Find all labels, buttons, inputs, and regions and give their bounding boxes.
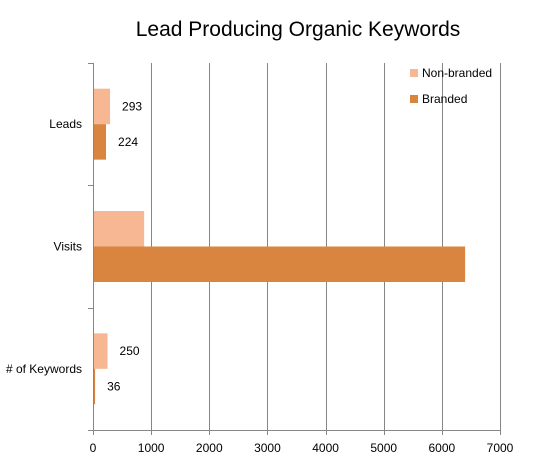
bar (94, 124, 107, 160)
data-labels: 293 224 250 36 (107, 99, 142, 393)
x-tick-label: 2000 (196, 441, 223, 455)
x-tick-label: 6000 (429, 441, 456, 455)
data-label: 224 (118, 135, 138, 149)
x-tick-label: 1000 (138, 441, 165, 455)
legend-swatch (410, 69, 418, 77)
bar (94, 333, 108, 369)
category-labels: Leads Visits # of Keywords (6, 117, 82, 376)
legend-label: Non-branded (422, 66, 492, 80)
bar (94, 211, 145, 247)
category-label: Leads (49, 117, 82, 131)
x-tick-label: 3000 (254, 441, 281, 455)
bars (94, 88, 466, 405)
chart-title: Lead Producing Organic Keywords (136, 18, 461, 41)
legend-label: Branded (422, 92, 467, 106)
category-label: # of Keywords (6, 362, 82, 376)
x-tick-label: 0 (90, 441, 97, 455)
legend-swatch (410, 95, 418, 103)
legend: Non-branded Branded (410, 66, 492, 106)
bar (94, 368, 96, 405)
bar (94, 88, 111, 125)
x-tick-label: 7000 (487, 441, 514, 455)
x-tick-label: 5000 (370, 441, 397, 455)
data-label: 250 (120, 344, 140, 358)
data-label: 293 (122, 99, 142, 113)
x-tick-label: 4000 (312, 441, 339, 455)
data-label: 36 (107, 380, 121, 394)
x-tick-labels: 0 1000 2000 3000 4000 5000 6000 7000 (90, 441, 514, 455)
axes (88, 63, 501, 431)
bar (94, 246, 466, 282)
category-label: Visits (54, 240, 82, 254)
